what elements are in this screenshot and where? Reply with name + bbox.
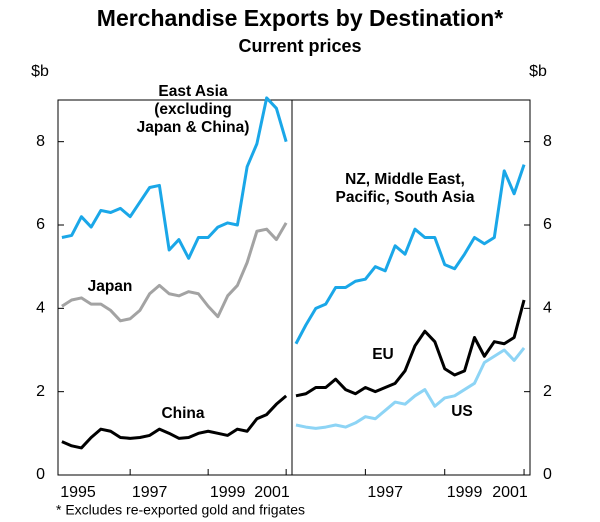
series-label-line: Japan & China) (137, 119, 250, 136)
y-tick-label: 2 (36, 383, 45, 400)
y-tick-label: 0 (543, 466, 552, 483)
x-tick-label: 2001 (254, 484, 290, 501)
series-label-line: China (161, 405, 204, 422)
x-tick-label: 1997 (132, 484, 168, 501)
y-tick-label: 8 (36, 133, 45, 150)
chart-title: Merchandise Exports by Destination* (97, 5, 503, 31)
series-label: EU (372, 346, 394, 363)
chart-subtitle: Current prices (238, 36, 361, 56)
footnote: * Excludes re-exported gold and frigates (56, 502, 305, 518)
x-tick-label: 1997 (367, 484, 403, 501)
series-line (295, 299, 526, 398)
x-tick-label: 1995 (60, 484, 96, 501)
y-axis-label: $b (31, 63, 49, 80)
series-line (61, 222, 288, 323)
series-line (294, 164, 526, 345)
series-label-line: East Asia (158, 83, 228, 100)
series-label-line: Pacific, South Asia (336, 189, 475, 206)
series-label-line: US (451, 403, 473, 420)
y-tick-label: 4 (36, 300, 45, 317)
x-tick-label: 2001 (492, 484, 528, 501)
y-tick-label: 0 (36, 466, 45, 483)
series-label: Japan (88, 278, 133, 295)
series-line (61, 394, 288, 450)
series-label-line: EU (372, 346, 394, 363)
y-tick-label: 8 (543, 133, 552, 150)
series-label: US (451, 403, 473, 420)
series-label: East Asia (excluding Japan & China) (137, 83, 250, 136)
series-line (61, 96, 288, 260)
y-tick-label: 6 (36, 216, 45, 233)
series-label-line: NZ, Middle East, (345, 171, 465, 188)
y-tick-label: 2 (543, 383, 552, 400)
y-tick-label: 6 (543, 216, 552, 233)
x-tick-label: 1999 (447, 484, 483, 501)
series-line (295, 346, 526, 430)
series-label-line: Japan (88, 278, 133, 295)
y-tick-label: 4 (543, 300, 552, 317)
x-tick-label: 1999 (210, 484, 246, 501)
plot-frame (57, 99, 531, 476)
series-label: China (161, 405, 204, 422)
y-axis-label: $b (529, 63, 547, 80)
series-label: NZ, Middle East, Pacific, South Asia (336, 171, 475, 206)
series-label-line: (excluding (154, 101, 232, 118)
